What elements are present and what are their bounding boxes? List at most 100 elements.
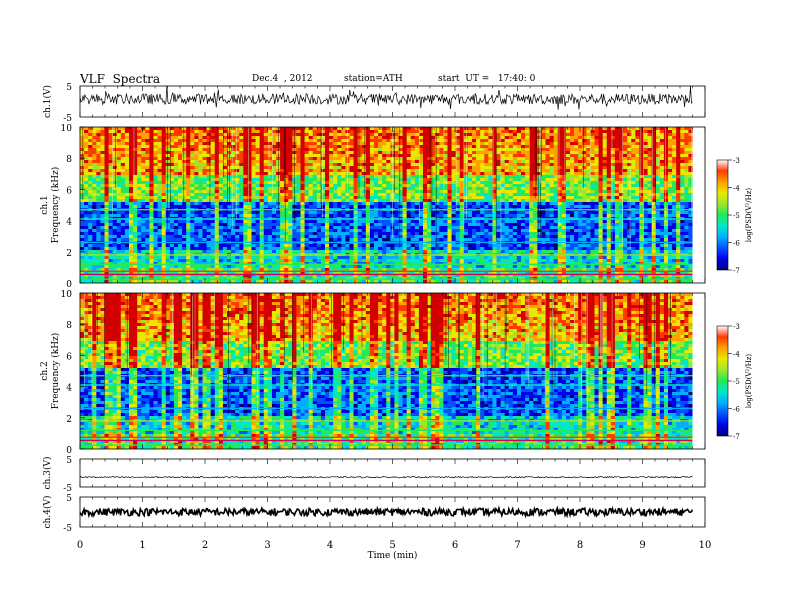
- spectrogram-cell: [484, 178, 489, 182]
- spectrogram-cell: [133, 145, 138, 149]
- spectrogram-cell: [553, 130, 559, 134]
- spectrogram-cell: [378, 199, 383, 203]
- spectrogram-cell: [635, 154, 640, 158]
- spectrogram-cell: [198, 205, 203, 209]
- spectrogram-cell: [312, 136, 318, 140]
- spectrogram-cell: [386, 190, 391, 194]
- spectrogram-cell: [455, 160, 461, 164]
- spectrogram-cell: [173, 160, 179, 164]
- spectrogram-cell: [186, 127, 191, 131]
- spectrogram-cell: [668, 148, 673, 152]
- spectrogram-cell: [141, 211, 146, 215]
- spectrogram-cell: [586, 181, 591, 185]
- spectrogram-cell: [271, 175, 277, 179]
- spectrogram-cell: [521, 181, 526, 185]
- spectrogram-cell: [231, 193, 236, 197]
- spectrogram-cell: [92, 157, 97, 161]
- spectrogram-cell: [165, 151, 171, 155]
- spectrogram-cell: [655, 187, 661, 191]
- spectrogram-cell: [561, 202, 567, 206]
- spectrogram-cell: [594, 136, 599, 140]
- spectrogram-cell: [545, 130, 550, 134]
- spectrogram-cell: [631, 190, 636, 194]
- spectrogram-cell: [271, 178, 277, 182]
- spectrogram-cell: [120, 220, 126, 224]
- spectrogram-cell: [643, 166, 648, 170]
- spectrogram-cell: [165, 130, 171, 134]
- spectrogram-cell: [602, 205, 608, 209]
- spectrogram-cell: [357, 169, 363, 173]
- spectrogram-cell: [418, 160, 424, 164]
- spectrogram-cell: [414, 151, 420, 155]
- spectrogram-cell: [194, 223, 199, 227]
- spectrogram-cell: [206, 160, 212, 164]
- spectrogram-cell: [476, 211, 481, 215]
- spectrogram-cell: [218, 223, 224, 227]
- spectrogram-cell: [443, 154, 448, 158]
- spectrogram-cell: [263, 145, 269, 149]
- spectrogram-cell: [84, 136, 89, 140]
- spectrogram-cell: [120, 178, 126, 182]
- spectrogram-cell: [353, 148, 359, 152]
- spectrogram-cell: [353, 205, 359, 209]
- spectrogram-cell: [153, 160, 158, 164]
- spectrogram-cell: [194, 220, 199, 224]
- spectrogram-cell: [684, 160, 689, 164]
- spectrogram-cell: [169, 157, 175, 161]
- spectrogram-cell: [120, 133, 126, 137]
- spectrogram-cell: [133, 139, 138, 143]
- spectrogram-cell: [365, 148, 371, 152]
- spectrogram-cell: [627, 145, 632, 149]
- spectrogram-cell: [676, 187, 681, 191]
- spectrogram-cell: [186, 172, 191, 176]
- spectrogram-cell: [598, 220, 604, 224]
- spectrogram-cell: [655, 142, 661, 146]
- spectrogram-cell: [553, 133, 559, 137]
- spectrogram-cell: [504, 154, 510, 158]
- spectrogram-cell: [88, 187, 93, 191]
- spectrogram-cell: [476, 145, 481, 149]
- spectrogram-cell: [157, 220, 163, 224]
- spectrogram-cell: [435, 163, 440, 167]
- spectrogram-cell: [676, 193, 681, 197]
- spectrogram-cell: [623, 199, 628, 203]
- spectrogram-cell: [141, 157, 146, 161]
- spectrogram-cell: [214, 193, 220, 197]
- spectrogram-cell: [374, 160, 379, 164]
- spectrogram-cell: [423, 211, 428, 215]
- spectrogram-cell: [316, 142, 322, 146]
- spectrogram-cell: [365, 166, 371, 170]
- spectrogram-cell: [639, 220, 644, 224]
- spectrogram-cell: [222, 127, 228, 131]
- spectrogram-cell: [435, 160, 440, 164]
- spectrogram-cell: [598, 199, 604, 203]
- spectrogram-cell: [369, 145, 375, 149]
- spectrogram-cell: [606, 136, 612, 140]
- spectrogram-cell: [516, 205, 522, 209]
- spectrogram-cell: [218, 187, 224, 191]
- spectrogram-cell: [296, 181, 301, 185]
- spectrogram-cell: [88, 154, 93, 158]
- spectrogram-cell: [414, 193, 420, 197]
- spectrogram-cell: [149, 172, 154, 176]
- spectrogram-cell: [459, 142, 465, 146]
- spectrogram-cell: [153, 184, 158, 188]
- spectrogram-cell: [451, 130, 457, 134]
- spectrogram-cell: [594, 142, 599, 146]
- spectrogram-cell: [594, 196, 599, 200]
- spectrogram-cell: [304, 163, 310, 167]
- spectrogram-cell: [606, 202, 612, 206]
- spectrogram-cell: [529, 178, 534, 182]
- spectrogram-cell: [537, 145, 542, 149]
- spectrogram-cell: [639, 154, 644, 158]
- spectrogram-cell: [516, 133, 522, 137]
- spectrogram-cell: [549, 148, 555, 152]
- spectrogram-cell: [541, 172, 546, 176]
- spectrogram-cell: [96, 190, 101, 194]
- spectrogram-cell: [590, 178, 595, 182]
- spectrogram-cell: [451, 196, 457, 200]
- spectrogram-cell: [476, 193, 481, 197]
- spectrogram-cell: [80, 139, 85, 143]
- spectrogram-cell: [659, 196, 665, 200]
- spectrogram-cell: [369, 220, 375, 224]
